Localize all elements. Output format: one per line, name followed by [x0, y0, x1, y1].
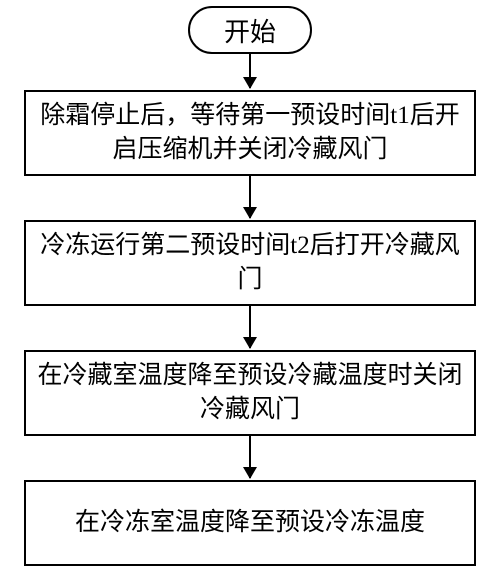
flow-edge-step3-step4 — [249, 436, 251, 478]
flow-edge-step1-step2 — [249, 176, 251, 218]
flow-edge-start-step1 — [249, 54, 251, 88]
flow-node-step4: 在冷冻室温度降至预设冷冻温度 — [24, 480, 476, 566]
flow-node-step1-label: 除霜停止后，等待第一预设时间t1后开启压缩机并关闭冷藏风门 — [36, 99, 464, 167]
flow-node-step3: 在冷藏室温度降至预设冷藏温度时关闭冷藏风门 — [24, 350, 476, 436]
flow-node-step1: 除霜停止后，等待第一预设时间t1后开启压缩机并关闭冷藏风门 — [24, 90, 476, 176]
flow-node-start-label: 开始 — [224, 12, 276, 49]
flow-node-start: 开始 — [188, 6, 312, 54]
flow-node-step3-label: 在冷藏室温度降至预设冷藏温度时关闭冷藏风门 — [36, 359, 464, 427]
flow-node-step4-label: 在冷冻室温度降至预设冷冻温度 — [75, 506, 425, 540]
flow-edge-step2-step3 — [249, 306, 251, 348]
flow-node-step2: 冷冻运行第二预设时间t2后打开冷藏风门 — [24, 220, 476, 306]
flow-node-step2-label: 冷冻运行第二预设时间t2后打开冷藏风门 — [36, 229, 464, 297]
flowchart-canvas: 开始 除霜停止后，等待第一预设时间t1后开启压缩机并关闭冷藏风门 冷冻运行第二预… — [0, 0, 500, 558]
